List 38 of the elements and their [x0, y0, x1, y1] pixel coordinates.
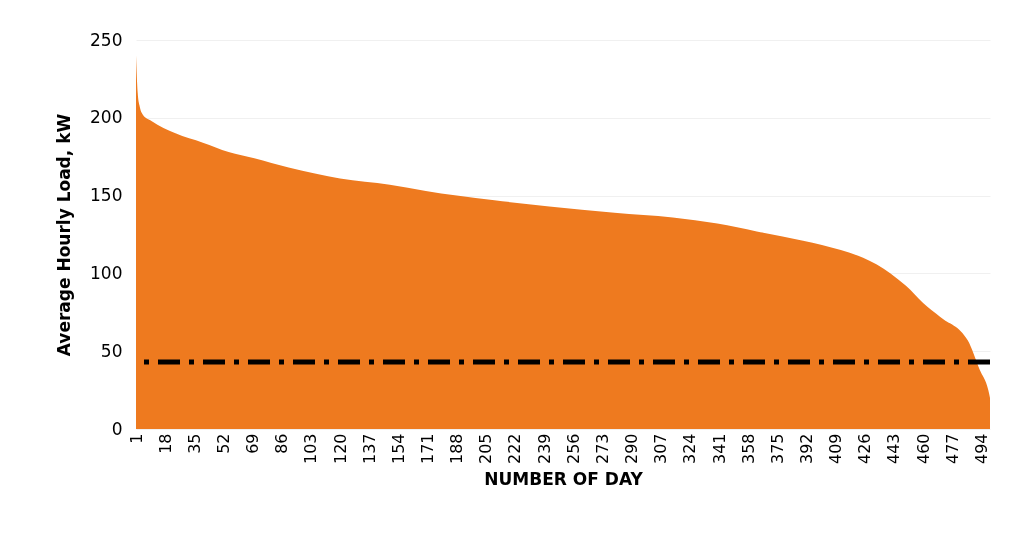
x-axis-title: NUMBER OF DAY	[484, 469, 644, 490]
x-tick-label: 205	[476, 433, 496, 465]
y-axis-title: Average Hourly Load, kW	[54, 113, 75, 357]
x-tick-label: 307	[651, 433, 671, 465]
x-tick-label: 18	[155, 433, 175, 454]
y-tick-label: 250	[90, 29, 123, 50]
x-tick-label: 1	[126, 433, 146, 444]
x-tick-label: 273	[592, 433, 612, 465]
x-tick-label: 375	[767, 433, 787, 465]
x-tick-label: 409	[826, 433, 846, 465]
x-tick-label: 137	[359, 433, 379, 465]
x-tick-label: 392	[797, 433, 817, 465]
x-tick-label: 324	[680, 433, 700, 465]
x-tick-label: 341	[709, 433, 729, 465]
y-tick-label: 150	[90, 185, 123, 206]
x-tick-label: 358	[738, 433, 758, 465]
y-tick-label: 200	[90, 107, 123, 128]
y-tick-label: 100	[90, 262, 123, 283]
x-tick-label: 69	[243, 433, 263, 454]
x-tick-label: 477	[942, 433, 962, 465]
x-tick-label: 171	[418, 433, 438, 465]
x-tick-label: 120	[330, 433, 350, 465]
y-tick-label: 0	[111, 418, 123, 439]
x-tick-label: 52	[213, 433, 233, 454]
y-tick-label: 50	[100, 340, 123, 361]
x-tick-label: 494	[971, 433, 991, 465]
x-tick-label: 188	[447, 433, 467, 465]
x-tick-label: 35	[184, 433, 204, 454]
x-tick-label: 154	[388, 433, 408, 465]
x-tick-label: 239	[534, 433, 554, 465]
x-tick-label: 290	[622, 433, 642, 465]
x-tick-label: 256	[563, 433, 583, 465]
x-tick-label: 86	[272, 433, 292, 454]
x-tick-label: 460	[913, 433, 933, 465]
x-tick-label: 222	[505, 433, 525, 465]
x-tick-label: 103	[301, 433, 321, 465]
x-tick-label: 443	[884, 433, 904, 465]
x-tick-label: 426	[855, 433, 875, 465]
